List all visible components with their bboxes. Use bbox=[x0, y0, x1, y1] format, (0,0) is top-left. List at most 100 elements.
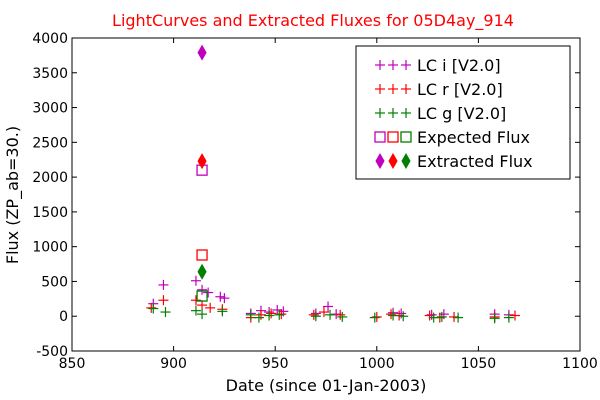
plus-marker bbox=[388, 310, 399, 321]
square-marker bbox=[387, 131, 399, 143]
x-tick-label: 1000 bbox=[359, 356, 395, 372]
y-tick-label: -500 bbox=[36, 344, 68, 360]
legend-label: Expected Flux bbox=[417, 128, 530, 147]
plus-marker bbox=[337, 311, 348, 322]
plus-marker bbox=[503, 312, 514, 323]
plus-marker bbox=[158, 295, 169, 306]
plus-marker bbox=[369, 312, 380, 323]
diamond-marker bbox=[388, 152, 398, 170]
plus-marker bbox=[318, 307, 329, 318]
legend-entry: Extracted Flux bbox=[375, 152, 533, 171]
plus-marker bbox=[388, 84, 398, 94]
plus-marker bbox=[371, 311, 382, 322]
diamond-marker bbox=[375, 152, 385, 170]
plus-marker bbox=[266, 308, 277, 319]
plus-marker bbox=[158, 279, 169, 290]
y-tick-label: 0 bbox=[59, 309, 68, 325]
y-tick-label: 500 bbox=[41, 274, 68, 290]
plus-marker bbox=[308, 309, 319, 320]
plus-marker bbox=[310, 311, 321, 322]
plus-marker bbox=[146, 302, 157, 313]
y-tick-label: 2500 bbox=[32, 135, 68, 151]
legend-entry: LC r [V2.0] bbox=[375, 80, 503, 99]
y-tick-label: 3000 bbox=[32, 101, 68, 117]
plus-marker bbox=[323, 301, 334, 312]
plus-marker bbox=[160, 307, 171, 318]
plus-marker bbox=[219, 293, 230, 304]
legend-label: LC r [V2.0] bbox=[417, 80, 503, 99]
plus-marker bbox=[375, 84, 385, 94]
plus-marker bbox=[205, 302, 216, 313]
legend-label: LC g [V2.0] bbox=[417, 104, 506, 123]
plus-marker bbox=[264, 310, 275, 321]
y-axis-label: Flux (ZP_ab=30.) bbox=[3, 126, 23, 264]
plus-marker bbox=[436, 311, 447, 322]
legend-label: Extracted Flux bbox=[417, 152, 533, 171]
plus-marker bbox=[388, 108, 398, 118]
plus-marker bbox=[190, 305, 201, 316]
legend-label: LC i [V2.0] bbox=[417, 56, 501, 75]
plus-marker bbox=[215, 291, 226, 302]
diamond-marker bbox=[401, 152, 411, 170]
plus-marker bbox=[253, 312, 264, 323]
plus-marker bbox=[197, 300, 208, 311]
plus-marker bbox=[148, 303, 159, 314]
plus-marker bbox=[217, 306, 228, 317]
plus-marker bbox=[375, 108, 385, 118]
legend-entry: LC g [V2.0] bbox=[375, 104, 506, 123]
y-tick-label: 3500 bbox=[32, 66, 68, 82]
data-marks bbox=[146, 44, 520, 324]
square-marker bbox=[196, 249, 208, 261]
square-marker bbox=[400, 131, 412, 143]
y-tick-label: 1500 bbox=[32, 205, 68, 221]
plus-marker bbox=[190, 295, 201, 306]
plus-marker bbox=[331, 309, 342, 320]
plus-marker bbox=[375, 60, 385, 70]
diamond-marker bbox=[197, 44, 207, 61]
y-tick-label: 4000 bbox=[32, 31, 68, 47]
plus-marker bbox=[401, 108, 411, 118]
series-2 bbox=[148, 303, 514, 324]
x-tick-label: 850 bbox=[59, 356, 86, 372]
series-4 bbox=[197, 44, 207, 280]
y-axis: -500 0 500 1000 1500 2000 2500 3000 3500 4000 bbox=[32, 31, 580, 360]
legend-entry: LC i [V2.0] bbox=[375, 56, 501, 75]
diamond-marker bbox=[197, 153, 207, 170]
x-axis: 850 900 950 1000 1050 1100 bbox=[59, 38, 598, 372]
plus-marker bbox=[276, 309, 287, 320]
square-marker bbox=[374, 131, 386, 143]
diamond-marker bbox=[197, 263, 207, 280]
plus-marker bbox=[197, 284, 208, 295]
plus-marker bbox=[203, 287, 214, 298]
plus-marker bbox=[398, 311, 409, 322]
plus-marker bbox=[401, 84, 411, 94]
plus-marker bbox=[453, 312, 464, 323]
plus-marker bbox=[489, 313, 500, 324]
plus-marker bbox=[401, 60, 411, 70]
square-marker bbox=[196, 290, 208, 302]
y-tick-label: 1000 bbox=[32, 240, 68, 256]
plus-marker bbox=[388, 60, 398, 70]
plus-marker bbox=[449, 311, 460, 322]
plus-marker bbox=[386, 309, 397, 320]
x-axis-label: Date (since 01-Jan-2003) bbox=[226, 376, 427, 395]
plus-marker bbox=[197, 309, 208, 320]
x-tick-label: 950 bbox=[262, 356, 289, 372]
plus-marker bbox=[428, 312, 439, 323]
plus-marker bbox=[272, 304, 283, 315]
plus-marker bbox=[190, 275, 201, 286]
x-tick-label: 1050 bbox=[461, 356, 497, 372]
plus-marker bbox=[245, 309, 256, 320]
plus-marker bbox=[325, 309, 336, 320]
chart-title: LightCurves and Extracted Fluxes for 05D… bbox=[112, 11, 514, 31]
plus-marker bbox=[335, 309, 346, 320]
plus-marker bbox=[274, 309, 285, 320]
plus-marker bbox=[424, 310, 435, 321]
legend: LC i [V2.0] LC r [V2.0] LC g [V2.0] Expecte… bbox=[355, 45, 571, 180]
legend-entry: Expected Flux bbox=[374, 128, 530, 147]
x-tick-label: 1100 bbox=[562, 356, 598, 372]
plus-marker bbox=[509, 310, 520, 321]
y-tick-label: 2000 bbox=[32, 170, 68, 186]
x-tick-label: 900 bbox=[160, 356, 187, 372]
